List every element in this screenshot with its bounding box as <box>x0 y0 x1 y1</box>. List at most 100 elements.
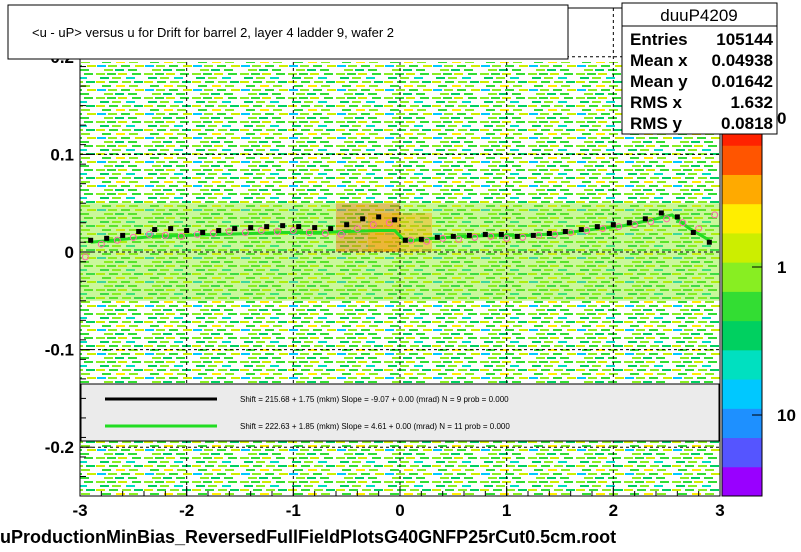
point-black-32 <box>594 224 600 230</box>
point-pink-16 <box>337 230 345 238</box>
point-black-16 <box>344 222 350 228</box>
colorbar-segment-8 <box>722 232 762 263</box>
point-pink-19 <box>385 219 393 227</box>
point-black-25 <box>482 231 488 237</box>
colorbar-label-2: 0 <box>777 109 786 128</box>
x-tick-label-0: -3 <box>72 501 87 520</box>
x-axis: -3 -2 -1 0 1 2 3 <box>72 486 725 520</box>
point-black-23 <box>450 233 456 239</box>
stats-frame <box>621 2 778 135</box>
point-black-6 <box>184 228 190 234</box>
point-black-12 <box>280 223 286 229</box>
point-black-19 <box>392 217 398 223</box>
point-black-27 <box>514 233 520 239</box>
point-black-8 <box>216 228 222 234</box>
point-pink-9 <box>225 228 233 236</box>
colorbar-segment-0 <box>722 466 762 497</box>
footer-filename: uProductionMinBias_ReversedFullFieldPlot… <box>0 527 616 547</box>
point-pink-35 <box>647 218 655 226</box>
point-pink-37 <box>679 219 687 227</box>
point-black-30 <box>562 229 568 235</box>
y-tick-label-3: 0.1 <box>50 145 74 164</box>
colorbar-segment-10 <box>722 174 762 205</box>
point-pink-10 <box>241 228 249 236</box>
point-pink-2 <box>113 236 121 244</box>
legend-entry-0: Shift = 215.68 + 1.75 (mkm) Slope = -9.0… <box>240 395 509 404</box>
point-pink-18 <box>369 221 377 229</box>
point-black-17 <box>360 216 366 222</box>
point-black-36 <box>658 210 664 216</box>
stats-label-2: Mean y <box>630 72 688 91</box>
x-tick-label-1: -2 <box>179 501 194 520</box>
point-pink-8 <box>209 229 217 237</box>
stats-title: duuP4209 <box>660 6 738 25</box>
title-box: <u - uP> versus u for Drift for barrel 2… <box>7 4 569 60</box>
point-pink-1 <box>97 240 105 248</box>
colorbar-label-0: 10 <box>777 406 796 425</box>
point-black-38 <box>690 229 696 235</box>
point-black-22 <box>434 234 440 240</box>
colorbar-segment-6 <box>722 291 762 322</box>
point-black-3 <box>136 229 142 235</box>
point-pink-15 <box>321 229 329 237</box>
x-tick-label-2: -1 <box>286 501 301 520</box>
point-black-0 <box>88 237 94 243</box>
point-black-35 <box>642 216 648 222</box>
stats-label-3: RMS x <box>630 93 683 112</box>
point-pink-5 <box>161 231 169 239</box>
point-black-20 <box>402 237 408 243</box>
point-black-37 <box>674 214 680 220</box>
x-tick-label-5: 2 <box>609 501 618 520</box>
point-black-26 <box>498 231 504 237</box>
point-pink-39 <box>711 211 719 219</box>
colorbar-segment-1 <box>722 437 762 468</box>
x-tick-label-3: 0 <box>395 501 404 520</box>
point-pink-14 <box>305 228 313 236</box>
point-pink-3 <box>129 233 137 241</box>
point-pink-12 <box>273 228 281 236</box>
point-black-15 <box>328 226 334 232</box>
colorbar-segment-11 <box>722 145 762 175</box>
point-black-9 <box>232 226 238 232</box>
stats-value-4: 0.0818 <box>721 114 773 133</box>
point-black-24 <box>466 232 472 238</box>
x-tick-label-6: 3 <box>715 501 724 520</box>
point-pink-11 <box>257 227 265 235</box>
point-pink-6 <box>177 232 185 240</box>
legend-entry-1: Shift = 222.63 + 1.85 (mkm) Slope = 4.61… <box>240 422 510 431</box>
stats-label-0: Entries <box>630 30 688 49</box>
point-black-18 <box>376 214 382 220</box>
colorbar-segment-9 <box>722 203 762 234</box>
point-black-11 <box>264 224 270 230</box>
point-pink-26 <box>503 234 511 242</box>
stats-value-1: 0.04938 <box>712 51 773 70</box>
stats-label-4: RMS y <box>630 114 683 133</box>
y-tick-label-0: -0.2 <box>45 438 74 457</box>
point-pink-23 <box>455 235 463 243</box>
stats-box: duuP4209 Entries 105144 Mean x 0.04938 Mean y… <box>621 2 778 135</box>
colorbar-segment-4 <box>722 349 762 380</box>
y-tick-label-2: 0 <box>65 243 74 262</box>
stats-value-3: 1.632 <box>730 93 773 112</box>
point-pink-17 <box>353 225 361 233</box>
point-black-33 <box>610 222 616 228</box>
point-black-10 <box>248 225 254 231</box>
point-black-1 <box>104 235 110 241</box>
x-tick-label-4: 1 <box>502 501 511 520</box>
point-black-13 <box>296 224 302 230</box>
point-black-7 <box>200 229 206 235</box>
y-tick-label-1: -0.1 <box>45 341 74 360</box>
point-black-34 <box>626 220 632 226</box>
point-black-31 <box>578 227 584 233</box>
point-pink-0 <box>81 253 89 261</box>
colorbar-label-1: 1 <box>777 258 786 277</box>
stats-label-1: Mean x <box>630 51 688 70</box>
point-pink-38 <box>695 225 703 233</box>
point-black-5 <box>168 226 174 232</box>
point-pink-13 <box>289 227 297 235</box>
point-black-4 <box>152 227 158 233</box>
point-black-14 <box>312 225 318 231</box>
point-black-2 <box>120 232 126 238</box>
